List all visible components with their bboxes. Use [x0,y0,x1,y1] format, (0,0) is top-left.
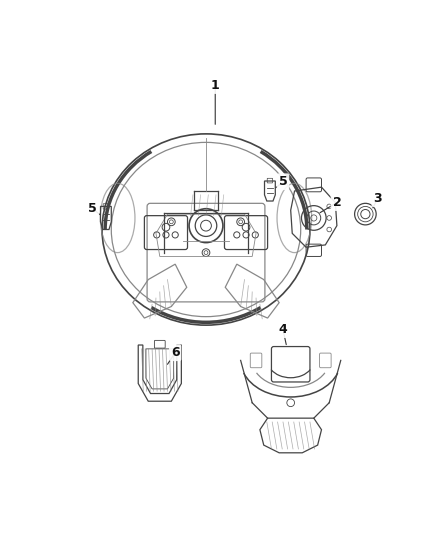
Text: 5: 5 [279,175,287,188]
Text: 1: 1 [211,79,219,92]
Text: 6: 6 [171,346,180,359]
Text: 4: 4 [279,323,287,336]
Text: 5: 5 [88,202,97,215]
Text: 2: 2 [332,196,341,209]
Text: 3: 3 [373,192,382,205]
